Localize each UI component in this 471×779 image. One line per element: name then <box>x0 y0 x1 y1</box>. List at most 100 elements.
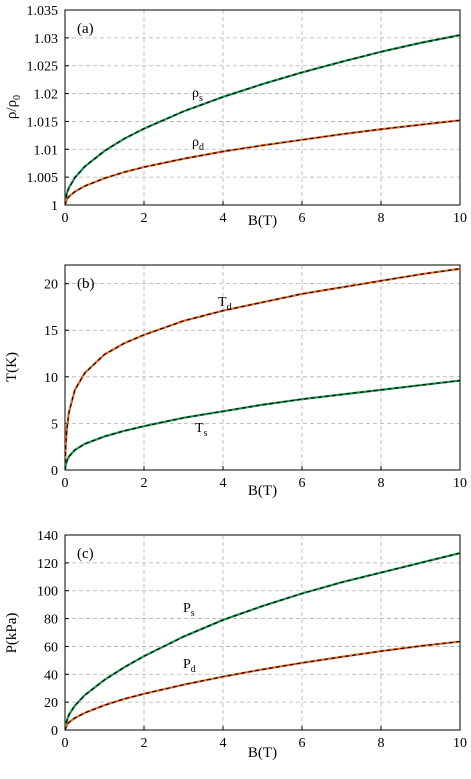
data-point-ρs <box>183 111 184 112</box>
data-point-Td <box>84 372 85 373</box>
data-point-ρd <box>341 134 342 135</box>
plot-frame <box>64 9 461 206</box>
series-dashed-ρd <box>65 119 460 205</box>
data-point-ρd <box>420 124 421 125</box>
x-tick-label: 8 <box>378 736 385 751</box>
data-point-Ps <box>459 553 460 554</box>
y-tick-label: 1.015 <box>27 115 59 130</box>
x-tick-label: 10 <box>453 476 467 491</box>
data-point-ρs <box>301 72 302 73</box>
data-point-Ts <box>380 389 381 390</box>
x-tick-label: 6 <box>299 736 306 751</box>
data-point-Pd <box>380 651 381 652</box>
data-point-Pd <box>143 693 144 694</box>
data-point-Td <box>124 343 125 344</box>
data-point-ρs <box>104 150 105 151</box>
y-tick-label: 1.03 <box>34 32 59 47</box>
data-point-Pd <box>64 729 65 730</box>
series-line-ρs <box>65 33 460 205</box>
x-axis-label: B(T) <box>248 483 277 499</box>
data-point-ρd <box>301 139 302 140</box>
data-point-Ts <box>183 417 184 418</box>
data-point-Ts <box>104 436 105 437</box>
y-tick-label: 60 <box>44 640 58 655</box>
data-point-Ps <box>104 679 105 680</box>
x-axis-label: B(T) <box>248 745 277 761</box>
data-point-ρd <box>124 172 125 173</box>
x-tick-label: 2 <box>141 476 148 491</box>
series-label-ρd: ρd <box>192 135 204 153</box>
data-point-ρd <box>64 204 65 205</box>
series-dashed-Td <box>65 268 460 470</box>
data-point-Ps <box>301 593 302 594</box>
x-tick-label: 0 <box>62 476 69 491</box>
series-line-ρd <box>65 119 460 205</box>
data-point-ρs <box>143 128 144 129</box>
y-tick-label: 1.035 <box>27 4 59 19</box>
chart-panel-a: 0 2 4 6 8 10 1 1.005 1.01 1.015 1.02 1.025 1.03 1.035… <box>4 4 467 229</box>
data-point-ρs <box>124 138 125 139</box>
data-point-Td <box>183 320 184 321</box>
series-label-ρs: ρs <box>192 86 203 104</box>
y-tick-label: 1 <box>51 199 58 214</box>
x-tick-label: 2 <box>141 736 148 751</box>
series-line-Ts <box>65 379 460 470</box>
data-point-Ts <box>84 443 85 444</box>
x-tick-label: 10 <box>453 211 467 226</box>
panel-label: (c) <box>77 546 94 562</box>
data-point-ρd <box>104 178 105 179</box>
panel-label: (b) <box>77 276 95 292</box>
y-tick-label: 140 <box>37 529 58 544</box>
data-point-ρs <box>380 51 381 52</box>
data-point-Pd <box>341 656 342 657</box>
y-axis-label: P(kPa) <box>4 613 20 654</box>
series-dashed-Pd <box>65 641 460 730</box>
data-point-Td <box>459 268 460 269</box>
data-point-Pd <box>301 662 302 663</box>
data-point-Ps <box>68 714 69 715</box>
data-point-Ps <box>183 636 184 637</box>
data-point-Td <box>65 443 66 444</box>
data-point-Ps <box>66 720 67 721</box>
data-point-Ps <box>74 705 75 706</box>
data-point-Td <box>301 293 302 294</box>
series-dashed-ρs <box>65 34 460 205</box>
data-point-ρs <box>84 166 85 167</box>
data-point-Ps <box>124 667 125 668</box>
data-point-ρs <box>420 42 421 43</box>
data-point-Ts <box>74 449 75 450</box>
data-point-Ts <box>65 464 66 465</box>
data-point-ρd <box>84 185 85 186</box>
data-point-Pd <box>183 684 184 685</box>
data-point-ρd <box>143 167 144 168</box>
data-point-Ts <box>301 399 302 400</box>
data-point-Ps <box>84 695 85 696</box>
data-point-Ps <box>420 562 421 563</box>
x-tick-label: 6 <box>299 476 306 491</box>
data-point-Td <box>68 412 69 413</box>
data-point-Ts <box>66 460 67 461</box>
data-point-Pd <box>84 712 85 713</box>
series-dashed-Ps <box>65 552 460 730</box>
data-point-Ts <box>124 430 125 431</box>
y-tick-label: 1.025 <box>27 60 59 75</box>
series-label-Pd: Pd <box>183 657 196 675</box>
series-line-Td <box>65 267 460 470</box>
data-point-ρs <box>341 61 342 62</box>
series-label-Ts: Ts <box>195 421 208 439</box>
data-point-ρd <box>380 129 381 130</box>
data-point-Ts <box>459 380 460 381</box>
data-point-Td <box>74 389 75 390</box>
y-axis-label: ρ/ρ0 <box>4 95 23 119</box>
data-point-Td <box>66 427 67 428</box>
data-point-ρd <box>183 158 184 159</box>
x-tick-label: 4 <box>220 211 227 226</box>
data-point-Pd <box>68 722 69 723</box>
data-point-ρs <box>66 192 67 193</box>
data-point-Ps <box>341 582 342 583</box>
x-tick-label: 8 <box>378 211 385 226</box>
data-point-Ps <box>262 605 263 606</box>
data-point-ρd <box>222 151 223 152</box>
series-line-Ps <box>65 552 460 730</box>
